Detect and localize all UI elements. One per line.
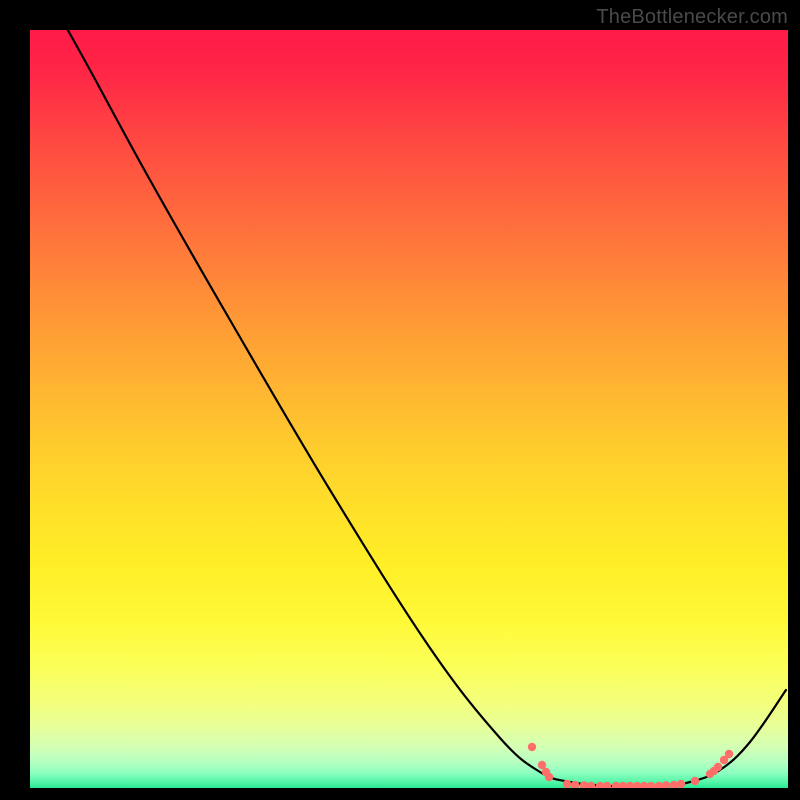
bottom-marker [677,780,685,788]
watermark-text: TheBottlenecker.com [596,6,788,29]
bottom-marker [725,750,733,758]
bottom-marker [545,773,553,781]
bottom-marker [691,777,699,785]
chart-svg [30,30,788,788]
bottom-marker [528,743,536,751]
bottom-marker [563,780,571,788]
bottom-marker [714,763,722,771]
chart-background [30,30,788,788]
plot-area [30,30,788,788]
